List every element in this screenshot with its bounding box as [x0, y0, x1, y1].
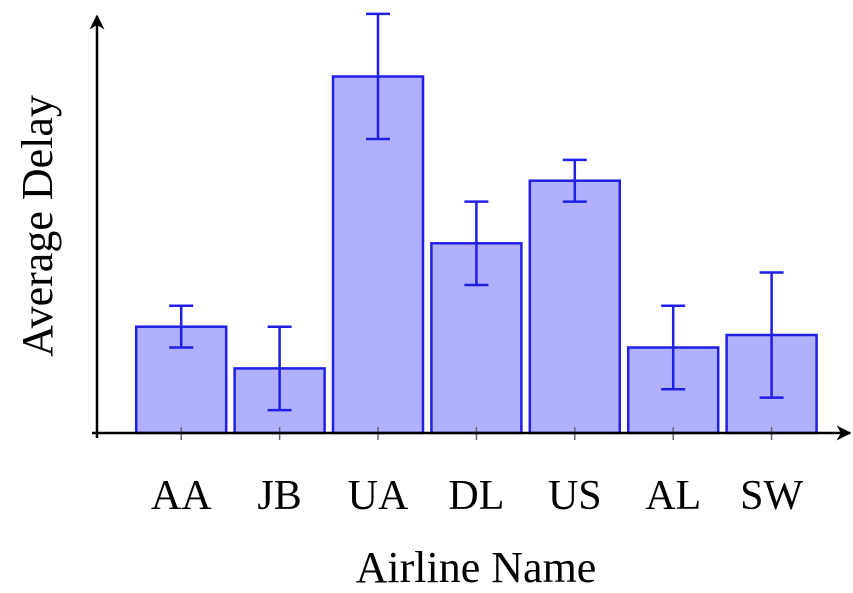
bars-layer — [134, 12, 818, 435]
error-bar-al — [661, 304, 686, 391]
x-tick-label-al: AL — [645, 473, 701, 519]
x-tick-label-ua: UA — [348, 473, 409, 519]
error-bar-aa — [169, 304, 194, 349]
error-bar-us — [562, 158, 587, 203]
error-bar-jb — [267, 325, 292, 412]
x-tick-labels-layer: AA JB UA DL US AL SW — [151, 473, 804, 519]
x-tick-label-jb: JB — [257, 473, 301, 519]
error-bar-dl — [464, 200, 489, 287]
x-tick-label-dl: DL — [448, 473, 504, 519]
y-axis-title: Average Delay — [13, 95, 62, 357]
error-bar-ua — [366, 12, 390, 141]
x-tick-label-sw: SW — [740, 473, 803, 519]
x-tick-label-aa: AA — [151, 473, 212, 519]
x-tick-label-us: US — [548, 473, 602, 519]
error-bar-sw — [759, 271, 784, 399]
x-axis-title: Airline Name — [356, 543, 597, 592]
bar-us — [528, 179, 622, 435]
